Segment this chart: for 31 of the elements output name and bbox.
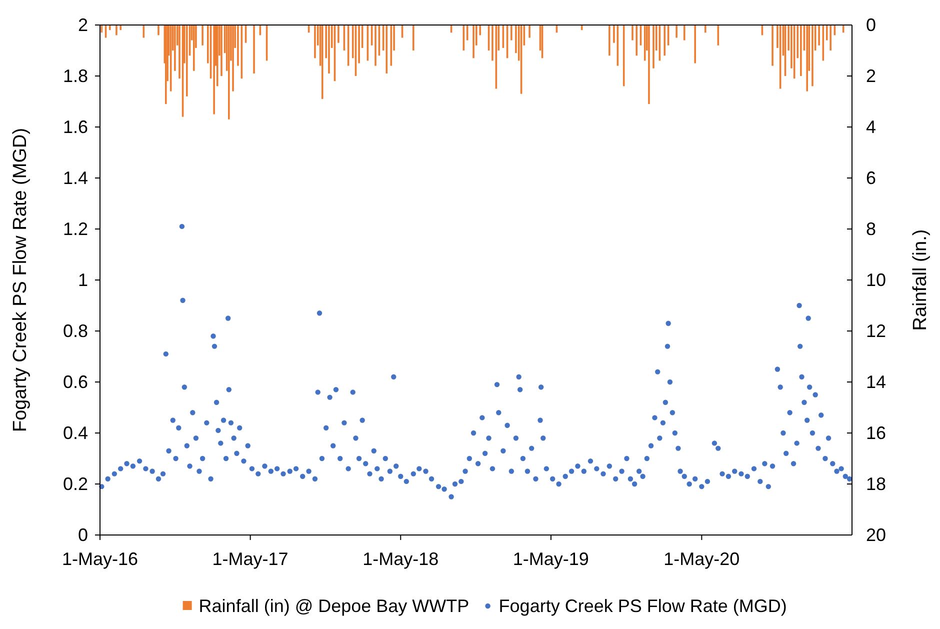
y2-tick-label: 2 — [866, 66, 876, 86]
x-tick-label: 1-May-18 — [362, 549, 439, 569]
y2-tick-label: 0 — [866, 15, 876, 35]
x-tick-label: 1-May-16 — [62, 549, 138, 569]
y2-tick-label: 14 — [866, 372, 886, 392]
y-tick-label: 0.4 — [62, 423, 88, 443]
y-tick-label: 1.8 — [62, 66, 88, 86]
legend-label: Fogarty Creek PS Flow Rate (MGD) — [498, 596, 787, 616]
y-tick-label: 0.6 — [62, 372, 88, 392]
y-axis-title: Fogarty Creek PS Flow Rate (MGD) — [10, 128, 31, 432]
y2-tick-label: 20 — [866, 525, 886, 545]
y2-tick-label: 8 — [866, 219, 876, 239]
y-tick-label: 2 — [78, 15, 88, 35]
y-tick-label: 1.6 — [62, 117, 88, 137]
y-tick-label: 1.4 — [62, 168, 88, 188]
y-tick-label: 0.8 — [62, 321, 88, 341]
y2-axis-title: Rainfall (in.) — [910, 229, 931, 331]
x-tick-label: 1-May-17 — [212, 549, 288, 569]
y-tick-label: 1.2 — [62, 219, 88, 239]
y2-tick-label: 4 — [866, 117, 876, 137]
y-tick-label: 0.2 — [62, 474, 88, 494]
x-tick-label: 1-May-20 — [664, 549, 740, 569]
y2-tick-label: 12 — [866, 321, 886, 341]
y2-tick-label: 18 — [866, 474, 886, 494]
x-tick-label: 1-May-19 — [512, 549, 589, 569]
y2-tick-label: 6 — [866, 168, 876, 188]
y2-tick-label: 16 — [866, 423, 886, 443]
y2-tick-label: 10 — [866, 270, 886, 290]
y-tick-label: 0 — [78, 525, 88, 545]
y-tick-label: 1 — [78, 270, 88, 290]
legend-label: Rainfall (in) @ Depoe Bay WWTP — [198, 596, 470, 616]
